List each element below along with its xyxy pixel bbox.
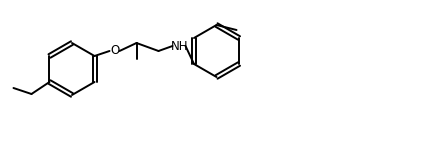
Text: O: O [110,45,119,58]
Text: NH: NH [171,39,188,52]
